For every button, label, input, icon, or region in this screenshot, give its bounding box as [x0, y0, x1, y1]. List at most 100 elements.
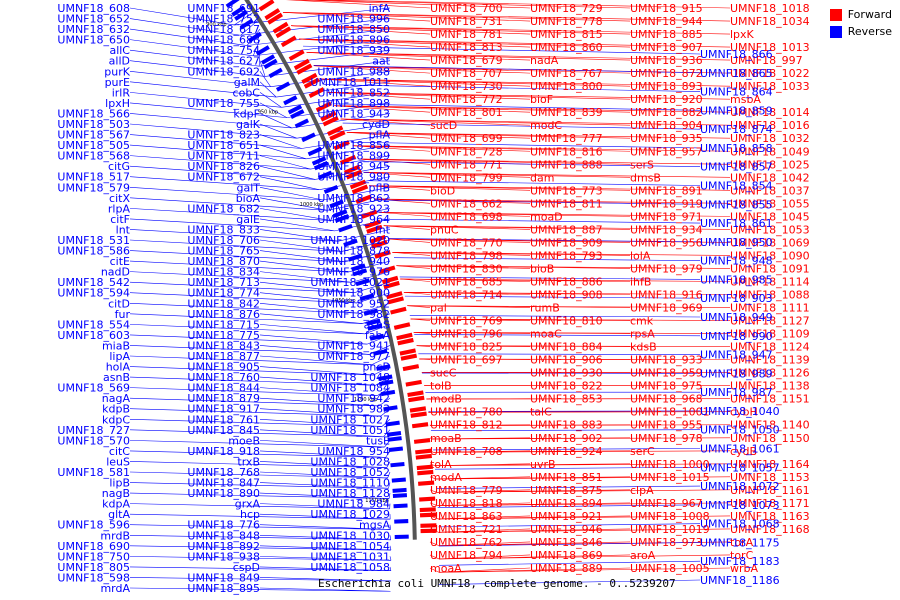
reverse-feature — [385, 420, 400, 427]
gene-label: UMNF18_1091 — [730, 262, 810, 275]
leader-line — [259, 345, 370, 355]
gene-label: UMNF18_1151 — [730, 393, 810, 406]
leader-line — [129, 534, 391, 541]
leader-line — [418, 353, 701, 355]
gene-label: UMNF18_834 — [187, 266, 260, 279]
leader-line — [352, 145, 431, 152]
gene-label: lipB — [109, 477, 130, 490]
gene-label: UMNF18_893 — [630, 80, 703, 93]
leader-line — [369, 185, 431, 191]
gene-label: UMNF18_1051 — [310, 424, 390, 437]
leader-line — [433, 450, 731, 453]
gene-label: modB — [430, 393, 462, 406]
reverse-feature — [275, 81, 291, 92]
leader-line — [259, 281, 355, 293]
leader-line — [383, 225, 431, 230]
gene-label: UMNF18_844 — [187, 382, 260, 395]
gene-label: UMNF18_651 — [187, 139, 260, 152]
leader-line — [259, 334, 368, 345]
gene-label: leuS — [106, 455, 130, 468]
gene-label: UMNF18_952 — [317, 297, 390, 310]
leader-line — [129, 28, 248, 46]
reverse-feature — [347, 253, 363, 262]
leader-line — [438, 567, 731, 573]
leader-line — [342, 122, 701, 130]
leader-line — [129, 440, 385, 448]
gene-label: UMNF18_930 — [530, 367, 603, 380]
gene-label: UMNF18_935 — [630, 132, 703, 145]
leader-line — [369, 345, 391, 355]
leader-line — [314, 165, 391, 180]
leader-line — [323, 186, 391, 201]
gene-label: UMNF18_852 — [317, 86, 390, 99]
forward-feature — [301, 72, 318, 85]
gene-label: citG — [108, 160, 130, 173]
gene-label: UMNF18_627 — [187, 55, 260, 68]
leader-line — [259, 471, 388, 479]
gene-label: UMNF18_939 — [317, 44, 390, 57]
gene-label: UMNF18_679 — [430, 54, 503, 67]
gene-label: UMNF18_846 — [530, 536, 603, 549]
gene-label: UMNF18_854 — [700, 180, 773, 193]
gene-label: UMNF18_1025 — [730, 158, 810, 171]
gene-label: UMNF18_1168 — [730, 523, 810, 536]
reverse-feature — [332, 209, 348, 218]
reverse-feature — [343, 238, 358, 247]
reverse-feature — [394, 534, 409, 539]
leader-line — [351, 271, 391, 283]
reverse-feature — [234, 9, 249, 21]
gene-label: cydD — [362, 118, 390, 131]
gene-label: UMNF18_566 — [57, 107, 130, 120]
gene-label: wrbA — [730, 562, 759, 575]
gene-label: UMNF18_948 — [700, 255, 773, 268]
gene-label: UMNF18_971 — [630, 210, 703, 223]
gene-label: UMNF18_987 — [700, 386, 773, 399]
gene-label: UMNF18_1124 — [730, 341, 810, 354]
gene-label: UMNF18_968 — [630, 393, 703, 406]
gene-label: UMNF18_1019 — [630, 523, 710, 536]
leader-line — [371, 355, 391, 366]
leader-line — [351, 141, 701, 149]
leader-line — [129, 524, 391, 530]
legend-reverse-label: Reverse — [847, 25, 892, 38]
gene-label: UMNF18_883 — [530, 419, 603, 432]
reverse-feature — [366, 318, 381, 326]
reverse-feature — [351, 263, 366, 272]
reverse-feature — [225, 0, 240, 9]
gene-label: UMNF18_1139 — [730, 354, 810, 367]
gene-label: UMNF18_672 — [187, 171, 260, 184]
leader-line — [433, 448, 701, 451]
gene-label: UMNF18_1164 — [730, 458, 810, 471]
forward-feature — [343, 164, 361, 175]
gene-label: moaB — [430, 432, 462, 445]
gene-label: aat — [372, 55, 390, 68]
leader-line — [129, 218, 335, 232]
gene-label: kdsB — [630, 341, 657, 354]
leader-line — [259, 186, 324, 201]
gene-label: irlR — [112, 86, 131, 99]
reverse-feature — [378, 379, 394, 387]
gene-label: UMNF18_906 — [530, 354, 603, 367]
gene-label: UMNF18_652 — [57, 13, 130, 26]
reverse-feature — [263, 58, 278, 70]
gene-label: UMNF18_947 — [700, 349, 773, 362]
leader-line — [310, 155, 391, 170]
gene-label: UMNF18_1084 — [310, 382, 390, 395]
gene-label: ihfB — [630, 275, 651, 288]
gene-label: uvrB — [530, 458, 556, 471]
leader-line — [429, 502, 438, 506]
gene-label: talC — [530, 406, 552, 419]
gene-label: UMNF18_983 — [317, 403, 390, 416]
leader-line — [435, 466, 701, 470]
leader-line — [383, 429, 391, 438]
leader-line — [429, 541, 440, 546]
gene-label: UMNF18_989 — [700, 367, 773, 380]
leader-line — [363, 172, 731, 178]
gene-label: cydB — [730, 445, 757, 458]
leader-line — [413, 332, 731, 334]
leader-line — [282, 12, 631, 22]
leader-line — [129, 324, 365, 335]
leader-line — [293, 0, 531, 9]
leader-line — [334, 105, 731, 113]
gene-label: UMNF18_825 — [430, 341, 503, 354]
